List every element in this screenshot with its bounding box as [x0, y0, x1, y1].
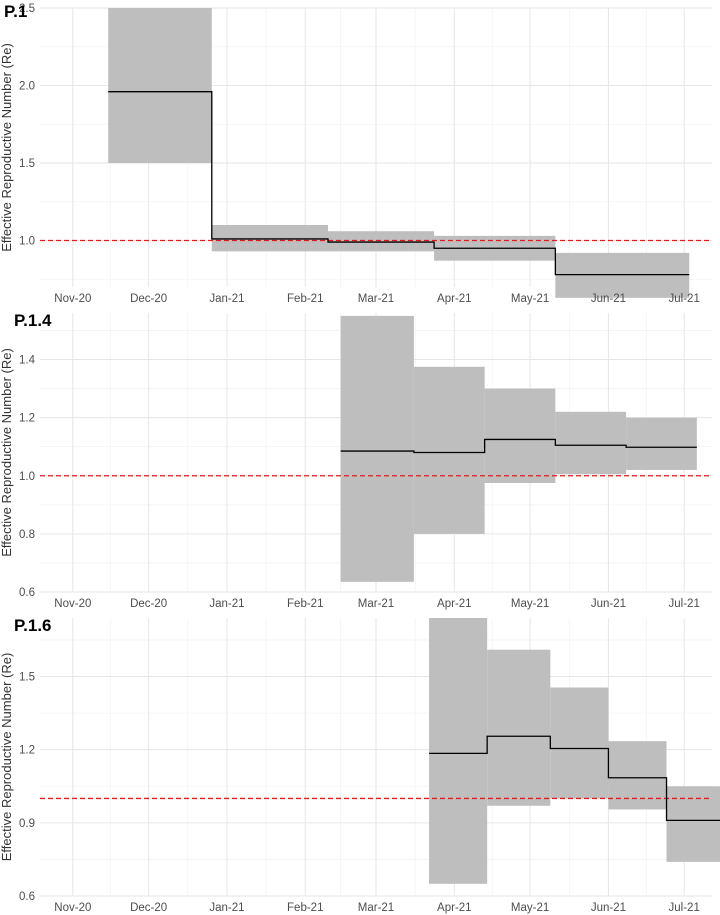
ci-band-segment — [108, 8, 212, 163]
x-tick-label: Mar-21 — [358, 902, 394, 914]
panel-p1-4: Nov-20 Dec-20 Jan-21 Feb-21 Mar-21 Apr-21 May-… — [0, 305, 720, 610]
x-tick-label: May-21 — [511, 598, 549, 610]
x-tick-label: Jul-21 — [669, 902, 700, 914]
x-tick-label: Nov-20 — [54, 598, 91, 610]
y-axis-title: Effective Reproductive Number (Re) — [0, 653, 14, 862]
chart-p1: Nov-20 Dec-20 Jan-21 Feb-21 Mar-21 Apr-21 May-… — [0, 2, 712, 305]
panel-p1-6: Nov-20 Dec-20 Jan-21 Feb-21 Mar-21 Apr-21 May-… — [0, 610, 720, 915]
re-step-line — [108, 91, 690, 276]
y-tick-label: 1.2 — [19, 745, 35, 757]
x-tick-label: Apr-21 — [437, 902, 472, 914]
ci-band-segment — [666, 786, 720, 862]
x-tick-label: Jun-21 — [591, 293, 626, 305]
ci-band-segment — [340, 315, 414, 582]
y-tick-label: 2.5 — [19, 3, 35, 15]
y-tick-label: 1.5 — [19, 672, 35, 684]
y-tick-label: 1.5 — [19, 158, 35, 170]
x-tick-label: Jun-21 — [591, 902, 626, 914]
y-tick-label: 0.8 — [19, 529, 35, 541]
y-tick-label: 1.0 — [19, 471, 35, 483]
ci-band-segment — [555, 252, 690, 298]
panel-title: P.1.4 — [14, 311, 52, 330]
x-tick-label: Jul-21 — [669, 293, 700, 305]
x-tick-label: Mar-21 — [358, 598, 394, 610]
x-tick-label: May-21 — [511, 902, 549, 914]
x-tick-label: Nov-20 — [54, 293, 91, 305]
ci-band-segment — [484, 388, 556, 484]
x-tick-label: Jan-21 — [209, 598, 244, 610]
x-tick-label: Feb-21 — [287, 902, 323, 914]
ci-band-segment — [413, 366, 485, 534]
y-tick-label: 0.6 — [19, 587, 35, 599]
x-tick-label: Jan-21 — [209, 293, 244, 305]
panel-title: P.1.6 — [14, 616, 52, 635]
chart-p1-4: Nov-20 Dec-20 Jan-21 Feb-21 Mar-21 Apr-21 May-… — [0, 311, 712, 610]
x-tick-label: Mar-21 — [358, 293, 394, 305]
y-tick-label: 0.6 — [19, 891, 35, 903]
re-step-line — [340, 438, 697, 454]
x-tick-label: Apr-21 — [437, 598, 472, 610]
y-axis-title: Effective Reproductive Number (Re) — [0, 348, 14, 557]
x-tick-label: Feb-21 — [287, 598, 323, 610]
chart-p1-6: Nov-20 Dec-20 Jan-21 Feb-21 Mar-21 Apr-21 May-… — [0, 616, 720, 914]
ci-band-segment — [487, 649, 551, 806]
x-tick-label: Nov-20 — [54, 902, 91, 914]
x-tick-label: Jan-21 — [209, 902, 244, 914]
y-tick-label: 1.4 — [19, 355, 36, 367]
y-tick-label: 1.2 — [19, 413, 35, 425]
ci-band-segment — [626, 417, 697, 470]
ci-band-segment — [550, 687, 609, 799]
x-tick-label: Dec-20 — [130, 902, 167, 914]
y-tick-label: 0.9 — [19, 818, 35, 830]
x-tick-label: Jul-21 — [669, 598, 700, 610]
ci-band-segment — [555, 411, 627, 475]
ci-band-segment — [608, 741, 667, 810]
panel-p1: Nov-20 Dec-20 Jan-21 Feb-21 Mar-21 Apr-21 May-… — [0, 0, 720, 305]
x-tick-label: Dec-20 — [130, 293, 167, 305]
x-tick-label: Apr-21 — [437, 293, 472, 305]
x-tick-label: Dec-20 — [130, 598, 167, 610]
ci-band-segment — [429, 618, 488, 884]
y-tick-label: 2.0 — [19, 81, 35, 93]
ci-band-segment — [211, 225, 328, 252]
y-axis-title: Effective Reproductive Number (Re) — [0, 43, 14, 252]
ci-band-segment — [328, 231, 435, 252]
y-tick-label: 1.0 — [19, 236, 35, 248]
x-tick-label: Feb-21 — [287, 293, 323, 305]
panel-title: P.1 — [4, 2, 27, 21]
re-step-line — [429, 735, 720, 822]
x-tick-label: Jun-21 — [591, 598, 626, 610]
x-tick-label: May-21 — [511, 293, 549, 305]
